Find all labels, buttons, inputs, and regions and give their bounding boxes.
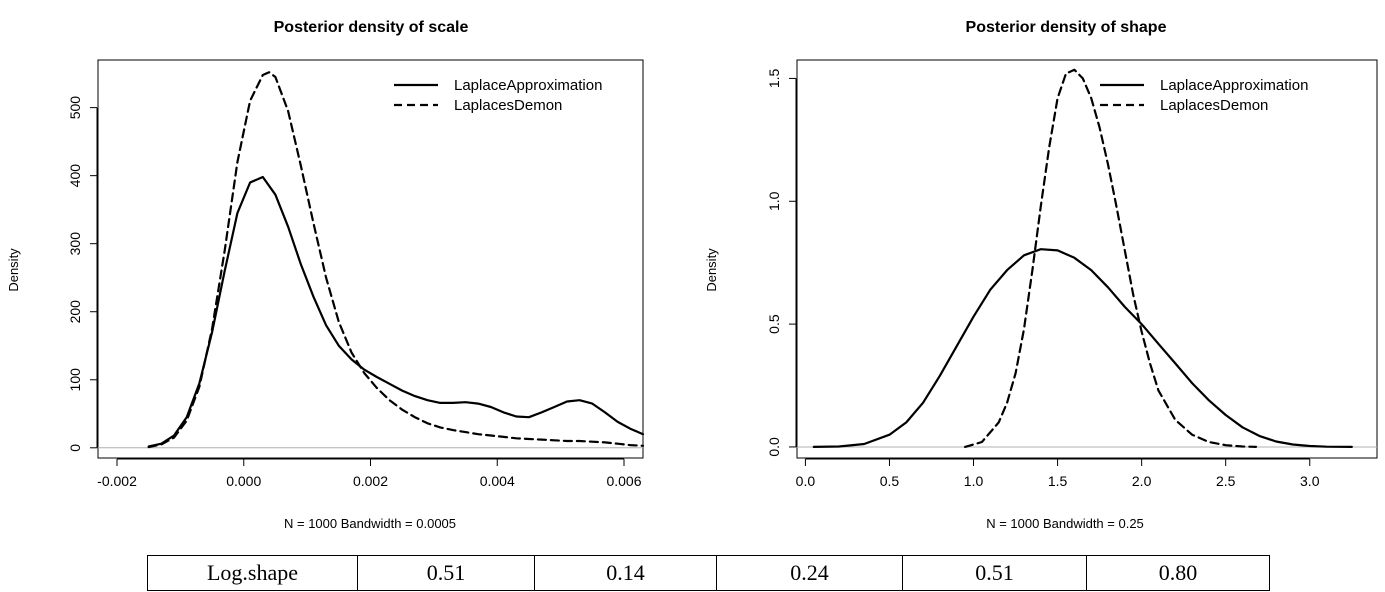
x-tick-label: 2.0 (1132, 473, 1152, 489)
y-tick-label: 400 (67, 164, 83, 188)
y-tick-label: 0.0 (766, 437, 782, 457)
x-tick-label: 0.000 (226, 473, 261, 489)
x-axis-label: N = 1000 Bandwidth = 0.25 (986, 516, 1144, 531)
x-tick-label: 1.0 (964, 473, 984, 489)
shape-density-plot: Posterior density of shape Density N = 1… (704, 19, 1378, 531)
y-tick-label: 300 (67, 232, 83, 256)
x-tick-label: 3.0 (1300, 473, 1320, 489)
x-tick-label: 2.5 (1216, 473, 1236, 489)
series-line-laplaceapproximation (147, 175, 645, 448)
table-cell: 0.80 (1086, 555, 1270, 591)
chart-title: Posterior density of scale (274, 19, 469, 36)
x-tick-label: -0.002 (97, 473, 137, 489)
x-tick-label: 0.0 (796, 473, 816, 489)
y-axis-label: Density (704, 248, 719, 292)
y-tick-label: 0.5 (766, 314, 782, 334)
legend-label: LaplaceApproximation (454, 77, 602, 94)
series-line-laplacesdemon (147, 71, 645, 449)
x-tick-label: 0.002 (353, 473, 388, 489)
table-cell: 0.51 (357, 555, 535, 591)
legend-label: LaplaceApproximation (1160, 77, 1308, 94)
table-cell: 0.14 (534, 555, 717, 591)
legend-label: LaplacesDemon (1160, 97, 1268, 114)
y-tick-label: 1.0 (766, 191, 782, 211)
plot-area: 0.0 0.5 1.0 1.5 2.0 2.5 3.0 0.0 0.5 1.0 1.5 Laplace… (766, 59, 1378, 489)
table-cell: 0.51 (902, 555, 1087, 591)
plot-frame (796, 59, 1378, 459)
y-tick-label: 100 (67, 368, 83, 392)
y-axis-label: Density (6, 248, 21, 292)
x-tick-label: 0.5 (880, 473, 900, 489)
plots-canvas: Posterior density of scale Density N = 1… (6, 19, 1378, 531)
series-line-laplaceapproximation (812, 248, 1353, 448)
y-tick-label: 200 (67, 300, 83, 324)
y-tick-label: 0 (67, 444, 83, 452)
x-axis-label: N = 1000 Bandwidth = 0.0005 (284, 516, 456, 531)
x-tick-label: 1.5 (1048, 473, 1068, 489)
table-row: Log.shape 0.51 0.14 0.24 0.51 0.80 (147, 555, 1270, 591)
legend-label: LaplacesDemon (454, 97, 562, 114)
plot-area: -0.002 0.000 0.002 0.004 0.006 0 100 200 300 400 5… (67, 59, 645, 489)
x-tick-label: 0.004 (480, 473, 515, 489)
summary-table: Log.shape 0.51 0.14 0.24 0.51 0.80 (147, 555, 1270, 591)
plot-frame (97, 59, 644, 459)
x-tick-label: 0.006 (606, 473, 641, 489)
y-tick-label: 500 (67, 96, 83, 120)
scale-density-plot: Posterior density of scale Density N = 1… (6, 19, 645, 531)
table-cell: Log.shape (147, 555, 358, 591)
chart-title: Posterior density of shape (966, 19, 1167, 36)
series-line-laplacesdemon (963, 68, 1258, 448)
table-cell: 0.24 (716, 555, 903, 591)
y-tick-label: 1.5 (766, 68, 782, 88)
